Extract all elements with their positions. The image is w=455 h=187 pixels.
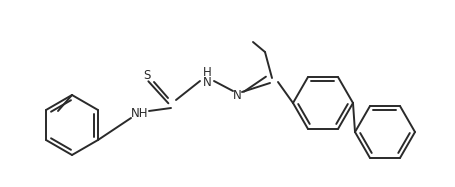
Text: NH: NH: [131, 107, 148, 119]
Text: S: S: [143, 68, 150, 82]
Text: N: N: [202, 76, 211, 88]
Text: H: H: [202, 65, 211, 79]
Text: N: N: [232, 88, 241, 102]
